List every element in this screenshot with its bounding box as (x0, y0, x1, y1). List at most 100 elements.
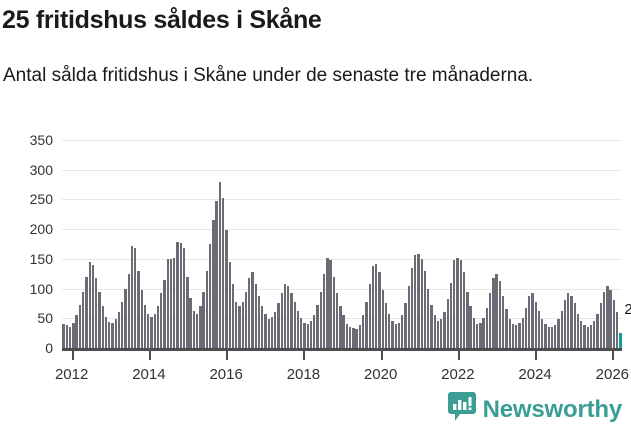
bar (296, 311, 300, 348)
bar (173, 257, 176, 348)
bar (515, 325, 518, 348)
bar (453, 260, 456, 348)
bar (404, 303, 407, 348)
bar (462, 271, 466, 348)
x-axis-line (62, 348, 622, 351)
bar (554, 325, 557, 348)
bar (244, 291, 248, 348)
bar (391, 321, 394, 348)
bar (602, 291, 606, 348)
bar (287, 285, 290, 348)
bar (160, 293, 163, 348)
bar (501, 295, 505, 348)
bar (368, 283, 371, 348)
bar (238, 306, 241, 348)
x-axis-tick (612, 351, 615, 360)
bar (511, 324, 515, 348)
gridline (62, 140, 622, 141)
bar (528, 295, 531, 348)
bar (303, 323, 306, 348)
bar (306, 324, 309, 348)
bar (394, 324, 397, 348)
bar (495, 273, 498, 348)
bar (274, 312, 277, 348)
bar (62, 324, 65, 348)
bar (267, 319, 270, 348)
bar (449, 282, 453, 348)
bar (140, 289, 143, 348)
bar (78, 305, 82, 348)
bar (371, 266, 375, 348)
bar (534, 301, 537, 348)
bar (192, 311, 196, 348)
bar (65, 325, 69, 348)
gridline (62, 199, 622, 201)
bar (537, 311, 541, 348)
bar (176, 242, 179, 348)
bar (117, 312, 121, 348)
bar (241, 301, 244, 348)
bar (150, 317, 153, 348)
bar (570, 295, 573, 348)
bar (316, 305, 319, 348)
bar (401, 315, 404, 348)
x-axis-tick (148, 351, 151, 360)
bar (589, 325, 593, 348)
gridline (62, 288, 622, 290)
bar (541, 319, 544, 348)
footer: Newsworthy (0, 392, 631, 433)
bar (270, 317, 274, 348)
bar (261, 306, 264, 348)
bar (208, 244, 212, 348)
bar (580, 321, 583, 348)
bar (407, 285, 410, 348)
bar (127, 273, 130, 348)
bar (440, 319, 443, 348)
bar (414, 255, 417, 348)
x-axis-tick (380, 351, 383, 360)
bar (104, 317, 108, 348)
bar (199, 306, 202, 348)
y-axis-tick-label: 250 (29, 191, 53, 208)
bar (352, 327, 355, 348)
bar (101, 306, 104, 348)
bar (280, 293, 283, 348)
bar (91, 264, 95, 348)
bar (257, 295, 261, 348)
bar (225, 230, 228, 348)
x-axis-tick-label: 2022 (441, 366, 475, 383)
bar (361, 315, 365, 348)
y-axis-tick-label: 350 (29, 132, 53, 148)
y-axis-tick-label: 300 (29, 161, 53, 178)
x-axis-tick-label: 2020 (363, 366, 398, 383)
bar (309, 321, 313, 348)
bar (68, 326, 72, 348)
bar (606, 285, 609, 348)
bar (147, 313, 150, 348)
bars-container (62, 128, 622, 348)
y-axis-tick-label: 150 (29, 250, 53, 267)
bar (290, 293, 293, 348)
chart-title: 25 fritidshus såldes i Skåne (2, 6, 322, 34)
x-axis-tick (535, 351, 538, 360)
bar (95, 277, 98, 348)
chart-subtitle: Antal sålda fritidshus i Skåne under de … (3, 65, 534, 86)
bar (547, 326, 550, 348)
bar (560, 311, 563, 348)
newsworthy-wordmark: Newsworthy (482, 395, 623, 423)
bar (195, 313, 199, 348)
bar (182, 248, 186, 348)
plot-area: 0 50 100 150 200 250 300 350 25 2012 2014 2016 201… (0, 128, 631, 383)
x-axis-tick (226, 351, 229, 360)
bar (550, 327, 554, 348)
bar (466, 291, 469, 348)
bar (475, 324, 479, 348)
bar (557, 319, 560, 348)
bar (345, 324, 349, 348)
bar (313, 315, 316, 348)
x-axis-tick-label: 2016 (209, 366, 243, 383)
bar (85, 276, 88, 348)
bar (348, 326, 352, 348)
bar (384, 303, 388, 348)
